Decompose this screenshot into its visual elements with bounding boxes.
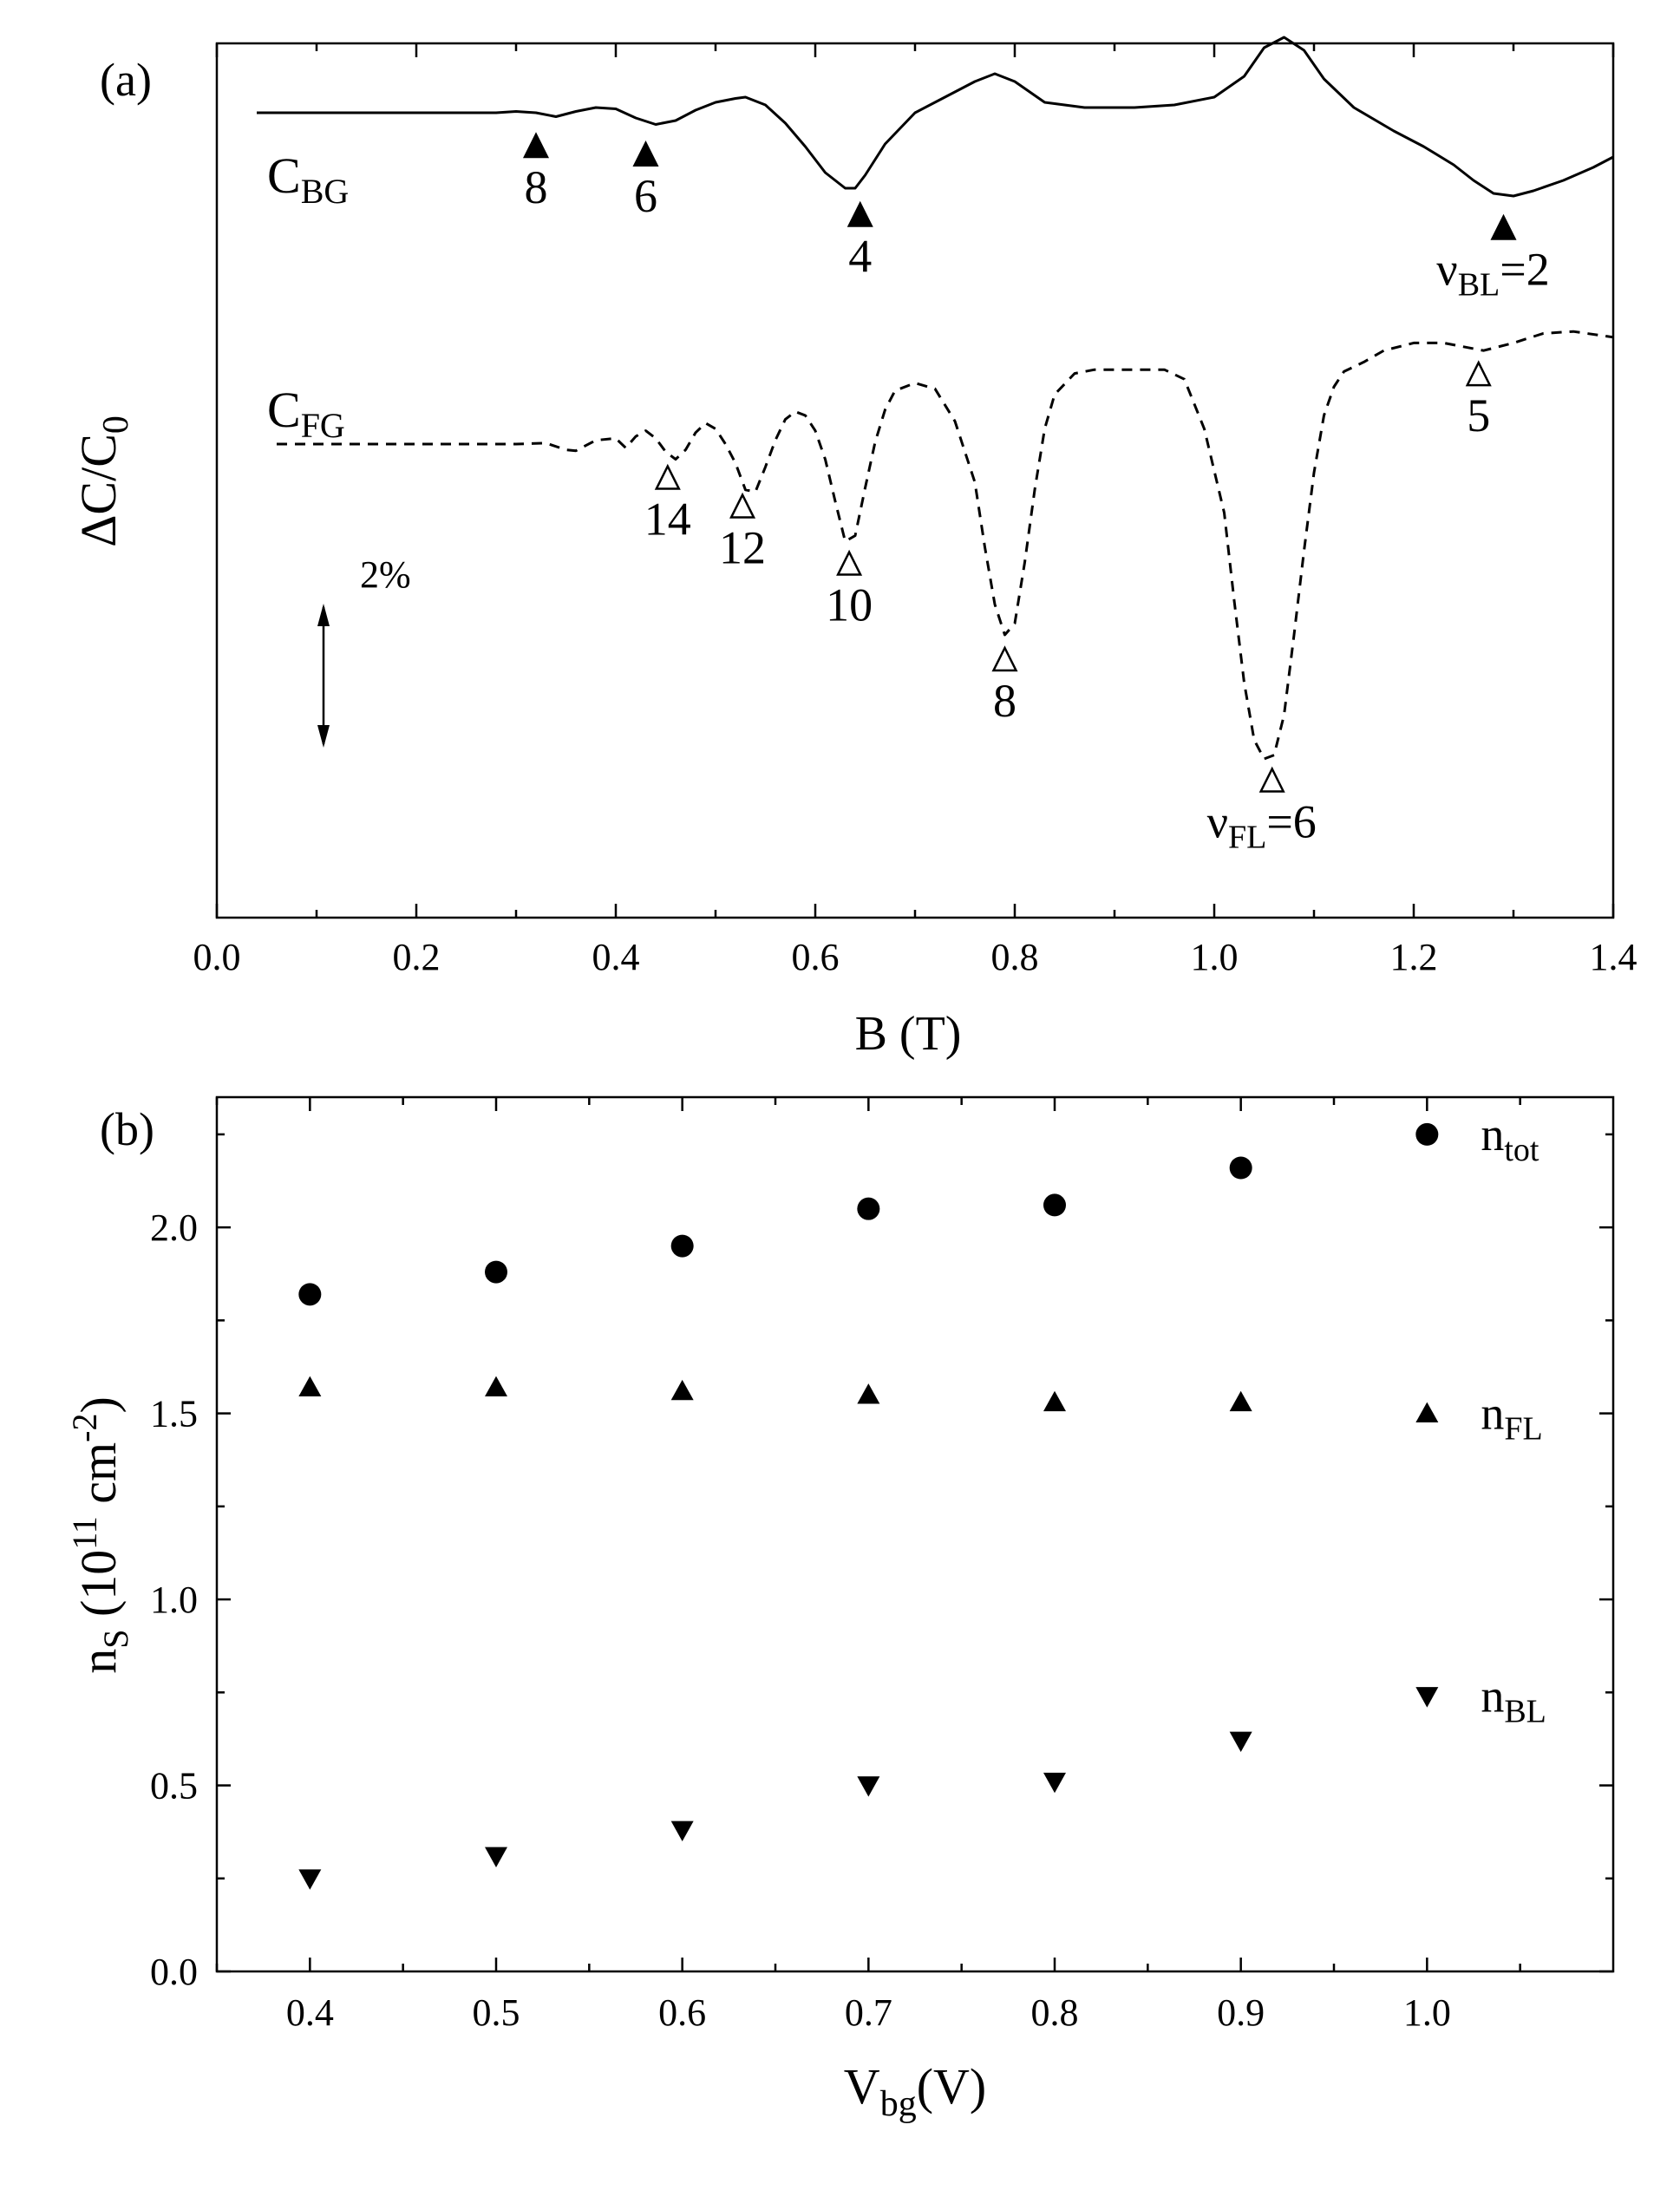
x-axis-label-a: B (T): [855, 1007, 962, 1061]
y-axis-ticks-b: 0.0 0.5 1.0 1.5 2.0: [150, 1133, 1613, 1993]
data-point-nfl: [857, 1383, 880, 1404]
data-point-nfl: [298, 1376, 322, 1396]
landau-level-label: 8: [993, 675, 1016, 727]
x-axis-ticks-b: 0.4 0.5 0.6 0.7 0.8 0.9 1.0: [215, 1097, 1521, 2034]
landau-level-label: 4: [848, 231, 872, 283]
data-point-ntot: [485, 1260, 507, 1284]
data-point-nfl: [1043, 1390, 1066, 1412]
panel-b-label: (b): [100, 1103, 154, 1155]
label-cfg: CFG: [267, 382, 345, 445]
series-line-cbg: [257, 36, 1614, 198]
data-points-b: [298, 1156, 1252, 1890]
y-tick-label-b: 0.0: [150, 1951, 198, 1993]
legend-marker-nbl: [1415, 1687, 1439, 1708]
legend-label-nfl: nFL: [1481, 1388, 1542, 1448]
panel-b: (b) 0.4 0.5 0.6 0.7 0.8 0.9 1.0 0.0 0.5 1.0 1.5 2.…: [65, 1095, 1615, 2124]
y-axis-label-b: nS (1011 cm-2): [65, 1396, 135, 1674]
data-point-ntot: [1043, 1193, 1066, 1217]
landau-level-label: 5: [1467, 389, 1490, 441]
curves-a: [257, 36, 1614, 761]
x-tick-label-a: 0.0: [193, 936, 241, 978]
x-tick-label-b: 0.5: [473, 1991, 520, 2034]
x-tick-label-b: 0.9: [1217, 1991, 1265, 2034]
landau-level-marker: [654, 463, 681, 490]
data-point-nbl: [1043, 1772, 1066, 1794]
svg-text:ΔC/C0: ΔC/C0: [70, 415, 136, 547]
x-tick-label-b: 0.4: [286, 1991, 334, 2034]
x-tick-label-b: 0.8: [1031, 1991, 1079, 2034]
landau-level-label: 12: [719, 522, 766, 574]
x-tick-label-a: 1.2: [1390, 936, 1438, 978]
plot-frame-a: [215, 42, 1615, 919]
data-point-nfl: [670, 1379, 694, 1401]
y-axis-label-a-text: ΔC/C: [70, 434, 127, 547]
legend-marker-ntot: [1415, 1122, 1439, 1146]
scale-bar-label: 2%: [360, 553, 411, 596]
landau-level-marker: [632, 140, 659, 167]
svg-text:nS (1011 cm-2): nS (1011 cm-2): [65, 1396, 135, 1674]
landau-level-marker: [522, 132, 550, 159]
data-point-nbl: [857, 1776, 880, 1797]
landau-level-label: νFL=6: [1207, 795, 1317, 855]
landau-level-marker: [1465, 360, 1492, 387]
landau-level-marker: [836, 549, 863, 576]
legend-b: ntot nFL nBL: [1415, 1108, 1546, 1730]
y-tick-label-b: 2.0: [150, 1206, 198, 1249]
data-point-nbl: [485, 1847, 507, 1868]
landau-level-label: νBL=2: [1436, 244, 1549, 304]
scale-bar: 2%: [317, 553, 411, 748]
legend-marker-nfl: [1415, 1402, 1439, 1422]
label-cbg: CBG: [267, 147, 349, 211]
data-point-ntot: [670, 1234, 694, 1258]
y-axis-label-a-sub: 0: [96, 415, 136, 434]
x-tick-label-a: 1.0: [1191, 936, 1239, 978]
landau-level-label: 14: [644, 494, 691, 546]
x-tick-label-a: 1.4: [1590, 936, 1638, 978]
data-point-ntot: [1229, 1156, 1252, 1180]
x-tick-label-b: 0.7: [845, 1991, 892, 2034]
landau-level-marker: [729, 492, 756, 519]
landau-level-marker: [847, 200, 873, 227]
plot-frame-b: [215, 1095, 1615, 1973]
x-tick-label-b: 1.0: [1403, 1991, 1451, 2034]
landau-level-marker: [1258, 766, 1285, 793]
y-tick-label-b: 0.5: [150, 1765, 198, 1808]
x-axis-ticks-a: 0.0 0.2 0.4 0.6 0.8 1.0 1.2 1.4: [193, 43, 1638, 978]
y-tick-label-b: 1.5: [150, 1393, 198, 1435]
data-point-ntot: [298, 1283, 322, 1306]
x-tick-label-b: 0.6: [658, 1991, 706, 2034]
y-axis-label-a: ΔC/C0: [70, 415, 136, 547]
data-point-nbl: [1229, 1731, 1252, 1753]
series-line-cfg: [277, 330, 1614, 761]
data-point-nfl: [485, 1376, 507, 1396]
markers-a: 8 6 4 νBL=2 14 12 10 8 νFL=6 5: [522, 132, 1550, 855]
data-point-nbl: [298, 1869, 322, 1890]
data-point-nfl: [1229, 1390, 1252, 1412]
landau-level-label: 8: [525, 161, 548, 213]
x-tick-label-a: 0.8: [991, 936, 1039, 978]
landau-level-marker: [991, 645, 1018, 672]
landau-level-marker: [1490, 213, 1517, 240]
x-tick-label-a: 0.2: [393, 936, 441, 978]
data-point-ntot: [857, 1197, 880, 1220]
x-tick-label-a: 0.6: [792, 936, 840, 978]
panel-a-label: (a): [100, 54, 152, 106]
panel-a: (a) 0.0 0.2 0.4 0.6 0.8 1.0 1.2 1.4 8 6 4 νBL=2 14 1…: [70, 36, 1638, 1061]
data-point-nbl: [670, 1821, 694, 1842]
y-tick-label-b: 1.0: [150, 1579, 198, 1621]
landau-level-label: 10: [826, 579, 873, 631]
x-axis-label-b: Vbg(V): [844, 2058, 986, 2124]
legend-label-nbl: nBL: [1481, 1670, 1546, 1730]
x-tick-label-a: 0.4: [592, 936, 640, 978]
landau-level-label: 6: [634, 170, 657, 222]
legend-label-ntot: ntot: [1481, 1108, 1539, 1168]
